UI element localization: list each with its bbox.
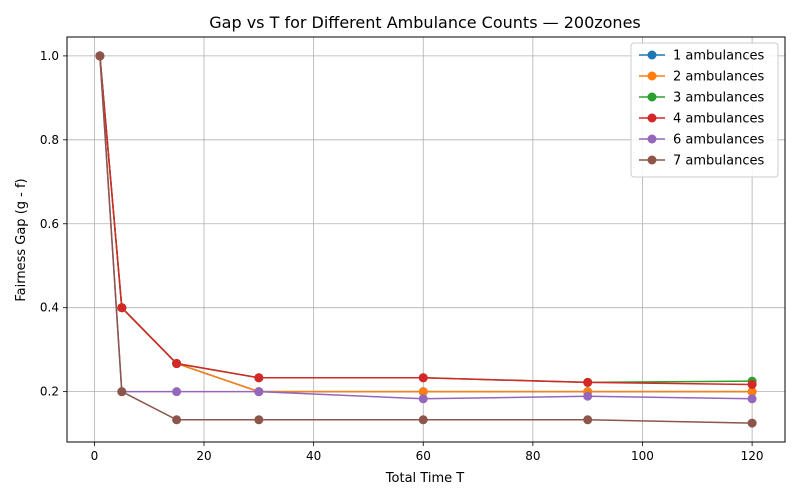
data-point [254, 415, 264, 425]
x-tick-label: 100 [631, 449, 654, 463]
chart-title: Gap vs T for Different Ambulance Counts … [209, 13, 641, 32]
data-point [418, 387, 428, 397]
x-tick-label: 120 [741, 449, 764, 463]
x-tick-label: 0 [91, 449, 99, 463]
legend-marker [647, 92, 657, 102]
legend-item: 6 ambulances [639, 133, 764, 148]
legend-label: 6 ambulances [673, 133, 764, 148]
legend-item: 7 ambulances [639, 154, 764, 169]
x-tick-label: 40 [306, 449, 321, 463]
data-point [747, 380, 757, 390]
data-point [117, 387, 127, 397]
legend-marker [647, 134, 657, 144]
data-point [117, 303, 127, 313]
legend-label: 2 ambulances [673, 70, 764, 85]
legend-marker [647, 71, 657, 81]
data-point [418, 394, 428, 404]
x-tick-label: 80 [525, 449, 540, 463]
data-point [747, 418, 757, 428]
legend-marker [647, 155, 657, 165]
plot-frame [66, 36, 786, 443]
legend-item: 4 ambulances [639, 112, 764, 127]
y-tick-label: 0.8 [40, 133, 59, 147]
legend-label: 7 ambulances [673, 154, 764, 169]
y-axis-ticks: 0.2 0.4 0.6 0.8 1.0 [40, 49, 67, 399]
legend-item: 3 ambulances [639, 91, 764, 106]
series-4 [95, 51, 757, 390]
data-point [95, 51, 105, 61]
data-point [172, 359, 182, 369]
legend-marker [647, 113, 657, 123]
data-point [583, 377, 593, 387]
data-point [172, 415, 182, 425]
data-point [583, 391, 593, 401]
data-point [254, 373, 264, 383]
x-tick-label: 60 [416, 449, 431, 463]
data-point [747, 394, 757, 404]
x-axis-label: Total Time T [385, 471, 464, 486]
legend-box [630, 42, 779, 178]
legend-item: 1 ambulances [639, 49, 764, 64]
data-point [418, 415, 428, 425]
y-tick-label: 0.6 [40, 217, 59, 231]
data-point [583, 415, 593, 425]
legend-item: 2 ambulances [639, 70, 764, 85]
legend-label: 3 ambulances [673, 91, 764, 106]
legend-marker [647, 50, 657, 60]
x-tick-label: 20 [196, 449, 211, 463]
y-tick-label: 0.4 [40, 301, 59, 315]
legend-label: 1 ambulances [673, 49, 764, 64]
legend-label: 4 ambulances [673, 112, 764, 127]
y-axis-label: Fairness Gap (g - f) [14, 178, 29, 301]
y-tick-label: 0.2 [40, 385, 59, 399]
series-6 [95, 51, 757, 428]
legend: 1 ambulances 2 ambulances 3 ambulances 4 am… [630, 42, 779, 178]
x-axis-ticks: 0 20 40 60 80 100 120 [91, 442, 764, 463]
data-point [172, 387, 182, 397]
data-point [747, 387, 757, 397]
data-point [254, 387, 264, 397]
data-point [418, 373, 428, 383]
y-tick-label: 1.0 [40, 49, 59, 63]
series-lines [95, 51, 757, 428]
